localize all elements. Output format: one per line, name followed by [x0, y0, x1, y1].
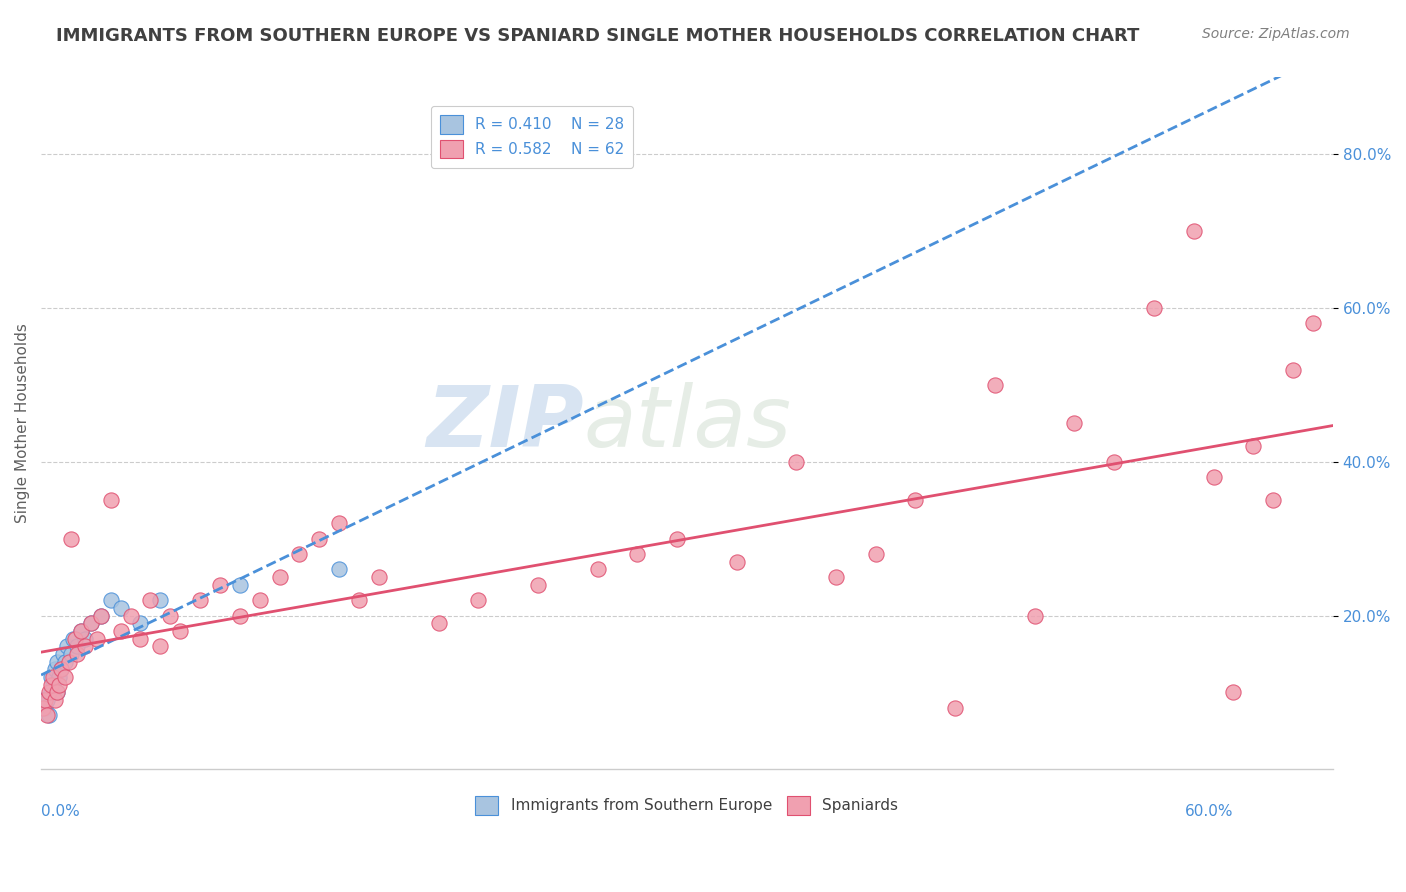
Point	[110, 600, 132, 615]
Point	[44, 662, 66, 676]
Point	[785, 455, 807, 469]
Point	[35, 693, 58, 707]
Point	[288, 547, 311, 561]
Point	[100, 493, 122, 508]
Point	[1063, 417, 1085, 431]
Point	[48, 678, 70, 692]
Point	[943, 701, 966, 715]
Point	[586, 562, 609, 576]
Point	[120, 608, 142, 623]
Point	[32, 701, 55, 715]
Text: ZIP: ZIP	[426, 382, 583, 465]
Point	[467, 593, 489, 607]
Point	[90, 608, 112, 623]
Point	[34, 693, 56, 707]
Point	[63, 632, 86, 646]
Point	[35, 708, 58, 723]
Point	[1282, 362, 1305, 376]
Point	[139, 593, 162, 607]
Point	[53, 670, 76, 684]
Point	[73, 632, 96, 646]
Point	[725, 555, 748, 569]
Text: 0.0%: 0.0%	[41, 804, 80, 819]
Point	[1263, 493, 1285, 508]
Point	[44, 693, 66, 707]
Point	[1024, 608, 1046, 623]
Y-axis label: Single Mother Households: Single Mother Households	[15, 324, 30, 524]
Point	[1302, 317, 1324, 331]
Point	[56, 640, 79, 654]
Text: IMMIGRANTS FROM SOUTHERN EUROPE VS SPANIARD SINGLE MOTHER HOUSEHOLDS CORRELATION: IMMIGRANTS FROM SOUTHERN EUROPE VS SPANI…	[56, 27, 1140, 45]
Text: 60.0%: 60.0%	[1185, 804, 1233, 819]
Point	[59, 647, 82, 661]
Point	[527, 578, 550, 592]
Point	[38, 708, 60, 723]
Point	[347, 593, 370, 607]
Point	[53, 655, 76, 669]
Point	[427, 616, 450, 631]
Point	[129, 632, 152, 646]
Point	[39, 678, 62, 692]
Point	[229, 578, 252, 592]
Point	[39, 685, 62, 699]
Point	[66, 647, 89, 661]
Point	[1202, 470, 1225, 484]
Point	[1222, 685, 1244, 699]
Point	[62, 632, 84, 646]
Point	[904, 493, 927, 508]
Point	[368, 570, 391, 584]
Point	[149, 593, 172, 607]
Point	[34, 701, 56, 715]
Point	[70, 624, 93, 638]
Point	[328, 516, 350, 531]
Text: atlas: atlas	[583, 382, 792, 465]
Point	[46, 685, 69, 699]
Point	[42, 678, 65, 692]
Point	[129, 616, 152, 631]
Point	[1182, 224, 1205, 238]
Point	[666, 532, 689, 546]
Point	[52, 647, 75, 661]
Point	[188, 593, 211, 607]
Point	[865, 547, 887, 561]
Point	[39, 670, 62, 684]
Point	[38, 685, 60, 699]
Point	[169, 624, 191, 638]
Point	[328, 562, 350, 576]
Point	[59, 532, 82, 546]
Point	[42, 670, 65, 684]
Point	[1143, 301, 1166, 315]
Point	[1102, 455, 1125, 469]
Point	[825, 570, 848, 584]
Point	[49, 662, 72, 676]
Point	[110, 624, 132, 638]
Point	[229, 608, 252, 623]
Point	[48, 670, 70, 684]
Point	[208, 578, 231, 592]
Point	[86, 632, 108, 646]
Point	[46, 655, 69, 669]
Point	[73, 640, 96, 654]
Point	[1241, 439, 1264, 453]
Point	[984, 378, 1007, 392]
Point	[80, 616, 103, 631]
Point	[308, 532, 330, 546]
Point	[149, 640, 172, 654]
Point	[70, 624, 93, 638]
Point	[49, 662, 72, 676]
Point	[90, 608, 112, 623]
Point	[269, 570, 291, 584]
Point	[32, 693, 55, 707]
Point	[159, 608, 181, 623]
Point	[66, 640, 89, 654]
Point	[46, 685, 69, 699]
Legend: Immigrants from Southern Europe, Spaniards: Immigrants from Southern Europe, Spaniar…	[467, 787, 908, 824]
Point	[249, 593, 271, 607]
Point	[58, 655, 80, 669]
Point	[80, 616, 103, 631]
Point	[626, 547, 648, 561]
Point	[100, 593, 122, 607]
Text: Source: ZipAtlas.com: Source: ZipAtlas.com	[1202, 27, 1350, 41]
